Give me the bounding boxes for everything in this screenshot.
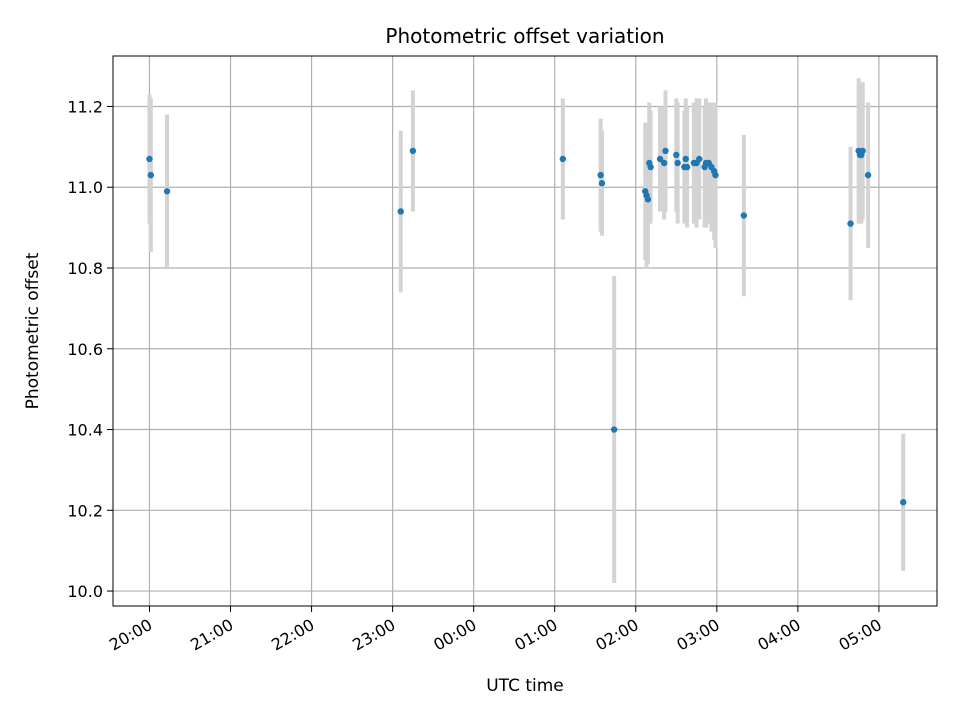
data-point <box>146 155 153 163</box>
data-point <box>644 196 652 203</box>
data-point <box>696 155 703 163</box>
data-point <box>682 155 689 163</box>
data-point <box>864 171 872 179</box>
data-point <box>859 147 866 155</box>
data-point <box>712 171 719 179</box>
data-point <box>683 163 691 171</box>
data-point <box>610 426 618 433</box>
y-tick-label: 10.2 <box>67 501 103 520</box>
y-tick-label: 10.4 <box>67 421 103 440</box>
data-point <box>656 155 664 163</box>
data-point <box>409 147 417 155</box>
data-point <box>673 151 680 159</box>
data-point <box>847 220 854 227</box>
data-point <box>597 171 604 179</box>
data-point <box>660 159 668 167</box>
plot-frame <box>112 55 938 607</box>
data-point <box>740 212 748 219</box>
data-point <box>674 159 681 167</box>
y-tick-label: 10.6 <box>67 340 103 359</box>
data-point <box>147 171 155 179</box>
y-axis-label: Photometric offset <box>23 252 43 409</box>
y-tick-label: 11.2 <box>67 97 103 116</box>
data-points <box>146 147 907 506</box>
y-tick-label: 10.0 <box>67 582 103 601</box>
data-point <box>163 188 171 195</box>
y-tick-label: 10.8 <box>67 259 103 278</box>
data-point <box>397 208 404 215</box>
chart-title: Photometric offset variation <box>385 24 664 48</box>
data-point <box>647 163 654 171</box>
data-point <box>598 180 606 187</box>
y-tick-label: 11.0 <box>67 178 103 197</box>
data-point <box>559 155 567 163</box>
data-point <box>900 499 907 506</box>
y-axis: 10.0 10.2 10.4 10.6 10.8 11.0 11.2 <box>67 97 113 601</box>
data-point <box>662 147 669 155</box>
x-axis-label: UTC time <box>486 676 564 696</box>
grid <box>113 56 937 606</box>
